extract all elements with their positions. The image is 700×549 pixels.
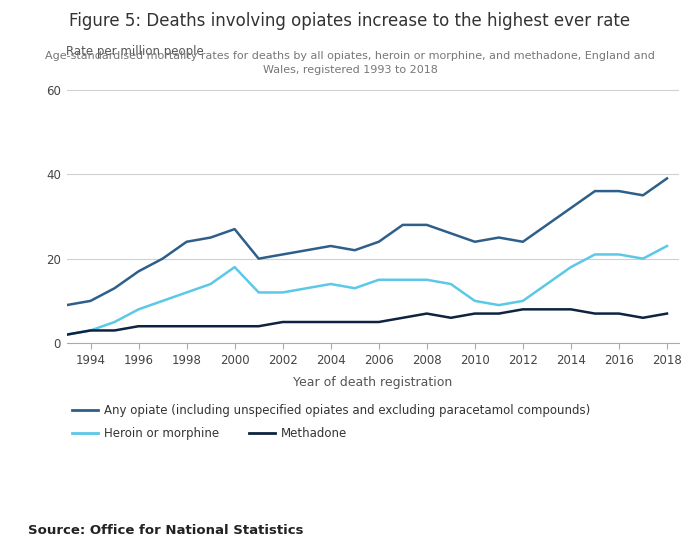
Text: Figure 5: Deaths involving opiates increase to the highest ever rate: Figure 5: Deaths involving opiates incre… [69,12,631,30]
Text: Source: Office for National Statistics: Source: Office for National Statistics [28,524,304,537]
Text: Rate per million people: Rate per million people [66,44,204,58]
Text: Age-standardised mortality rates for deaths by all opiates, heroin or morphine, : Age-standardised mortality rates for dea… [45,51,655,75]
X-axis label: Year of death registration: Year of death registration [293,376,452,389]
Legend: Heroin or morphine, Methadone: Heroin or morphine, Methadone [72,427,347,440]
